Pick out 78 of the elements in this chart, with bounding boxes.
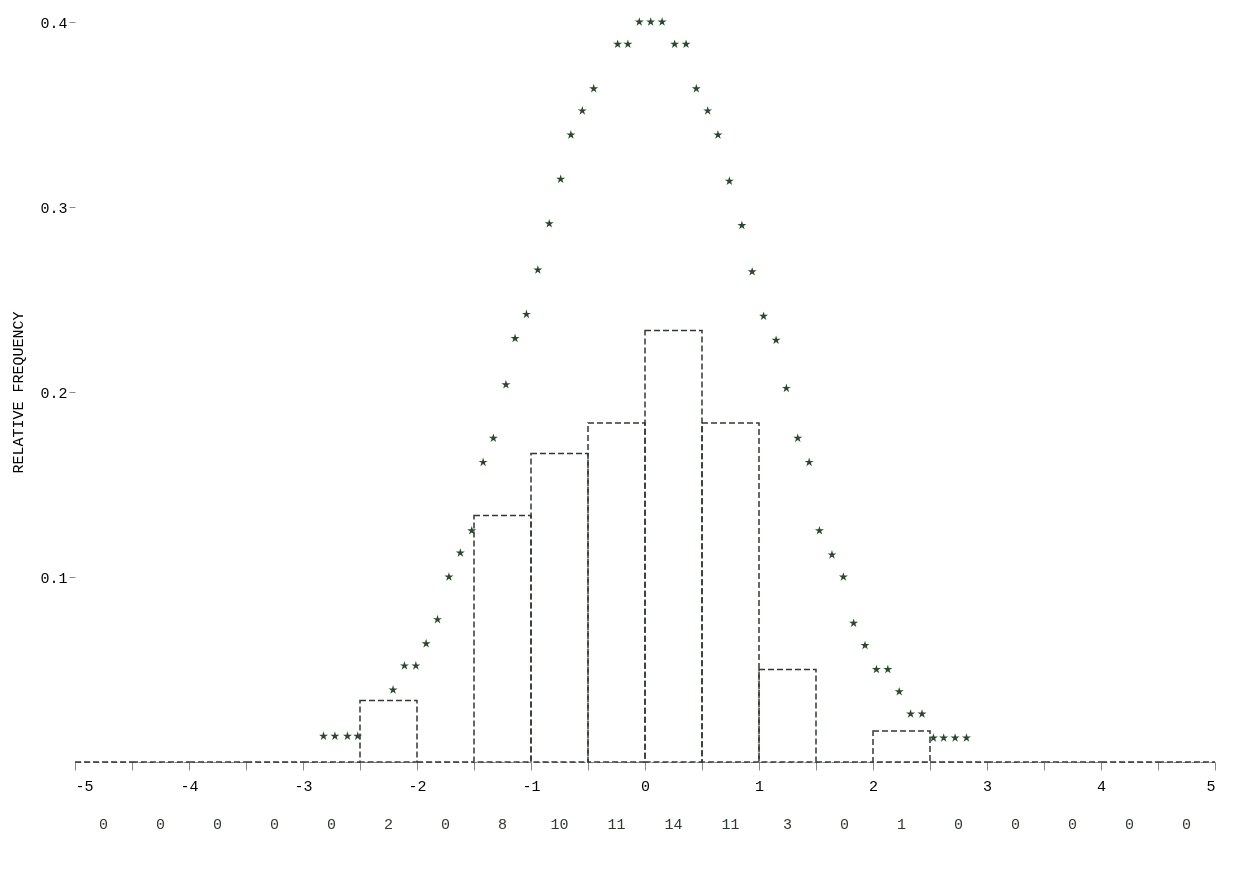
point [433,614,443,624]
y-tick-label: 0.3 [40,200,68,218]
text: 0 [1067,817,1078,834]
text: 10 [550,817,569,834]
text: 8 [497,817,508,834]
point [860,640,870,650]
text: 0 [1010,817,1021,834]
text: 11 [721,817,740,834]
point [724,176,734,185]
point [713,130,723,139]
point [737,220,747,230]
text: 0 [440,817,451,834]
point [521,309,531,319]
point [399,661,409,670]
x-tick-label: -1 [522,778,541,796]
point [577,106,587,115]
point [353,731,363,740]
point [747,267,757,276]
point [681,39,691,49]
point [691,83,701,93]
point [703,106,713,115]
point [793,433,803,443]
point [411,661,421,670]
point [894,686,904,696]
x-tick-label: -4 [180,778,199,796]
x-tick-label: 4 [1096,778,1107,796]
point [759,311,769,320]
text: 1 [896,817,907,834]
text: 0 [953,817,964,834]
text: 0 [1181,817,1192,834]
text: 0 [212,817,223,834]
text: 0 [326,817,337,834]
x-tick-label: -2 [408,778,427,796]
x-tick-label: 5 [1206,778,1216,796]
point [566,130,576,139]
text: 2 [383,817,394,834]
point [510,333,520,343]
y-tick-label: 0.2 [40,385,68,403]
y-axis-title: RELATIVE FREQUENCY [11,311,29,474]
point [613,39,623,49]
x-tick-label: -5 [75,778,94,796]
text: 14 [664,817,683,834]
text: 0 [1124,817,1135,834]
point [961,733,971,742]
text: 11 [607,817,626,834]
x-tick-label: 2 [868,778,879,796]
text: 0 [98,817,109,834]
point [589,83,599,93]
point [917,709,927,718]
x-tick-label: -3 [294,778,313,796]
text: 0 [839,817,850,834]
text: 0 [155,817,166,834]
point [544,218,554,228]
point [827,550,837,559]
point [814,526,824,535]
point [849,618,859,628]
point [501,379,511,389]
text: 3 [782,817,793,834]
point [533,265,543,274]
point [670,39,680,49]
x-tick-label: 1 [754,778,765,796]
point [478,457,488,467]
point [342,731,352,740]
point [467,526,477,535]
point [781,383,791,393]
point [771,335,781,345]
x-tick-label: 0 [640,778,651,796]
x-tick-label: 3 [982,778,993,796]
point [388,685,398,694]
point [906,709,916,718]
text: 0 [269,817,280,834]
y-tick-label: 0.1 [40,570,68,588]
point [556,174,566,184]
y-tick-label: 0.4 [40,15,68,33]
point [421,638,431,648]
point [488,433,498,443]
point [883,664,893,674]
point [871,664,881,674]
